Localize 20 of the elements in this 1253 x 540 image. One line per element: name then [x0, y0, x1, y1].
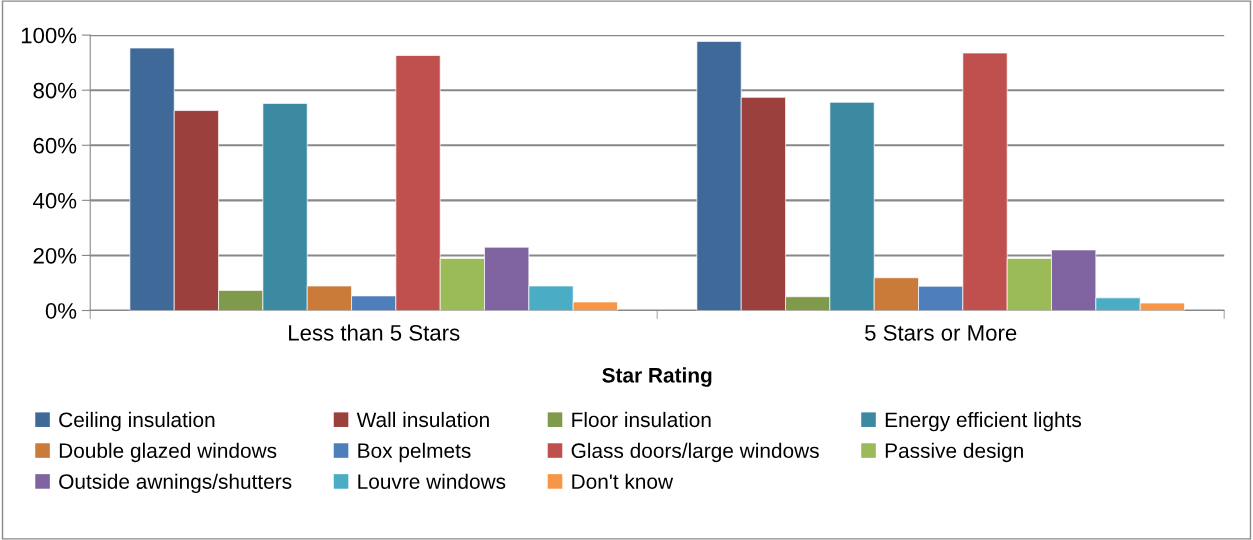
x-tick-label: 5 Stars or More	[865, 324, 1017, 341]
legend-label: Passive design	[885, 442, 1023, 463]
y-tick-label: 20%	[33, 247, 77, 264]
x-axis-title: Star Rating	[602, 367, 712, 387]
legend-label: Glass doors/large windows	[571, 442, 819, 463]
legend-label: Box pelmets	[358, 442, 471, 463]
legend-label: Double glazed windows	[59, 442, 277, 463]
legend-label: Wall insulation	[356, 411, 489, 428]
y-tick-label: 0%	[45, 303, 77, 319]
x-tick-label: Less than 5 Stars	[289, 324, 460, 341]
legend-label: Louvre windows	[358, 473, 506, 489]
legend-label: Outside awnings/shutters	[59, 473, 292, 494]
y-tick-label: 60%	[33, 137, 77, 154]
legend-label: Don't know	[572, 473, 674, 489]
y-tick-label: 40%	[33, 192, 77, 209]
legend-label: Energy efficient lights	[885, 411, 1082, 432]
legend-label: Ceiling insulation	[59, 411, 215, 432]
y-tick-label: 80%	[33, 82, 77, 99]
legend-label: Floor insulation	[572, 411, 711, 428]
y-tick-label: 100%	[21, 27, 77, 44]
